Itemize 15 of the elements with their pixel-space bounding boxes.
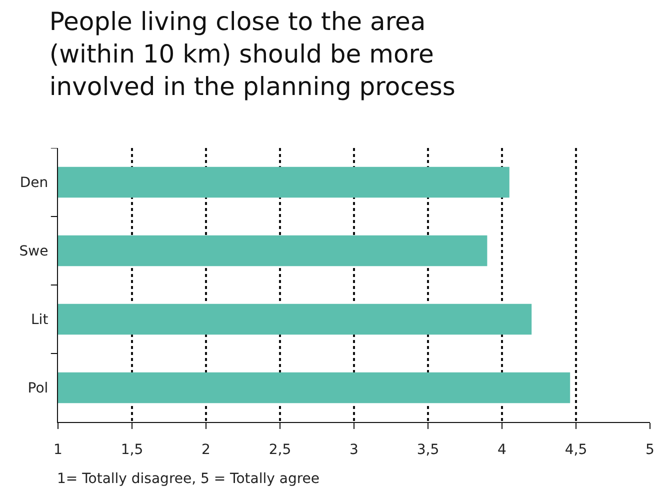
y-tick-label: Lit <box>31 312 49 328</box>
y-tick-label: Pol <box>28 380 48 397</box>
x-tick-label: 4 <box>498 442 507 458</box>
chart-title: People living close to the area (within 10 km) should be more involved in the planning process <box>49 7 456 102</box>
x-tick-label: 2,5 <box>268 442 292 458</box>
x-tick-label: 3 <box>350 442 358 458</box>
x-tick-label: 1 <box>54 442 62 458</box>
x-tick-label: 5 <box>646 442 654 458</box>
text: 1= Totally disagree, 5 = Totally agree <box>57 471 320 487</box>
y-tick-label: Den <box>20 175 48 192</box>
y-tick-label: Swe <box>19 244 48 260</box>
x-tick-label: 1,5 <box>120 442 144 458</box>
x-tick-label: 2 <box>202 442 210 458</box>
x-tick-label: 4,5 <box>564 442 588 458</box>
x-tick-label: 3,5 <box>416 442 440 458</box>
